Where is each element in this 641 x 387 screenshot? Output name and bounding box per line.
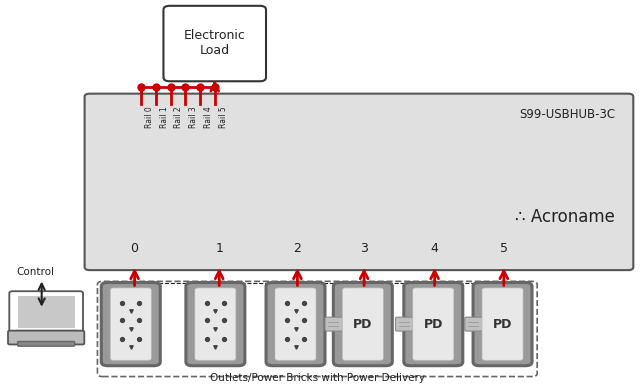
- FancyBboxPatch shape: [110, 288, 151, 360]
- FancyBboxPatch shape: [325, 317, 343, 331]
- Text: Control: Control: [16, 267, 54, 277]
- FancyBboxPatch shape: [482, 288, 523, 360]
- Text: Rail 5: Rail 5: [219, 106, 228, 128]
- Text: 5: 5: [500, 242, 508, 255]
- FancyBboxPatch shape: [266, 283, 325, 366]
- FancyBboxPatch shape: [395, 317, 413, 331]
- FancyBboxPatch shape: [404, 283, 463, 366]
- Text: 4: 4: [431, 242, 438, 255]
- Text: PD: PD: [353, 318, 372, 330]
- Text: 3: 3: [360, 242, 368, 255]
- Text: Rail 0: Rail 0: [145, 106, 154, 128]
- Text: Rail 4: Rail 4: [204, 106, 213, 128]
- FancyBboxPatch shape: [17, 341, 74, 346]
- FancyBboxPatch shape: [342, 288, 383, 360]
- Text: ∴ Acroname: ∴ Acroname: [515, 208, 615, 226]
- FancyBboxPatch shape: [465, 317, 483, 331]
- FancyBboxPatch shape: [101, 283, 160, 366]
- Text: Rail 3: Rail 3: [189, 106, 198, 128]
- Text: 1: 1: [215, 242, 223, 255]
- FancyBboxPatch shape: [9, 291, 83, 333]
- Text: S99-USBHUB-3C: S99-USBHUB-3C: [519, 108, 615, 122]
- FancyBboxPatch shape: [275, 288, 316, 360]
- Bar: [17, 296, 74, 328]
- FancyBboxPatch shape: [186, 283, 245, 366]
- FancyBboxPatch shape: [8, 330, 85, 344]
- FancyBboxPatch shape: [333, 283, 392, 366]
- Text: Rail 2: Rail 2: [174, 106, 183, 128]
- FancyBboxPatch shape: [195, 288, 236, 360]
- Text: PD: PD: [493, 318, 512, 330]
- FancyBboxPatch shape: [163, 6, 266, 81]
- Text: Outlets/Power Bricks with Power Delivery: Outlets/Power Bricks with Power Delivery: [210, 373, 425, 383]
- FancyBboxPatch shape: [413, 288, 454, 360]
- FancyBboxPatch shape: [85, 94, 633, 270]
- Bar: [15, 330, 77, 333]
- Text: Electronic
Load: Electronic Load: [184, 29, 246, 57]
- Text: 0: 0: [131, 242, 138, 255]
- Text: 2: 2: [294, 242, 301, 255]
- FancyBboxPatch shape: [473, 283, 532, 366]
- Text: Rail 1: Rail 1: [160, 106, 169, 128]
- Text: PD: PD: [424, 318, 443, 330]
